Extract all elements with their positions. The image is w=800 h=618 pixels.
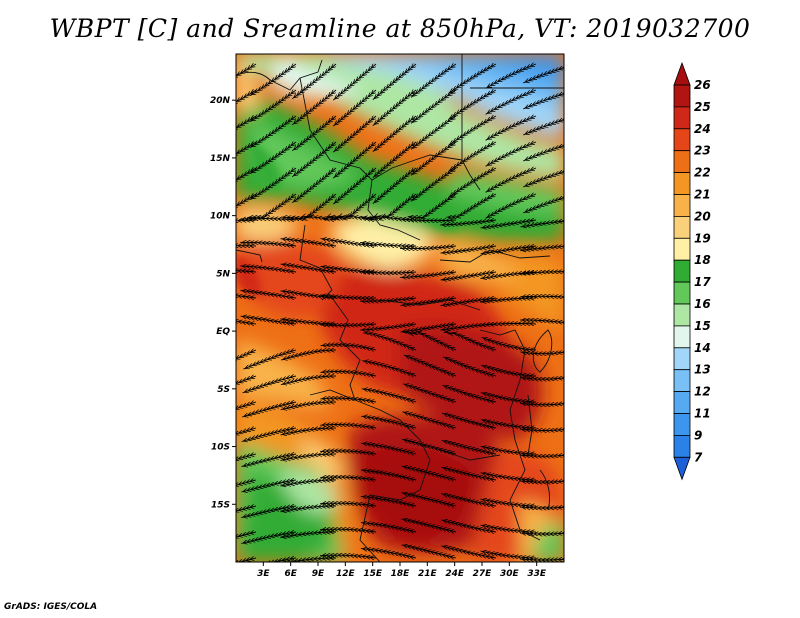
streamline — [520, 220, 564, 227]
colorbar-swatch — [673, 128, 691, 152]
streamline — [202, 558, 257, 562]
colorbar-swatch — [673, 150, 691, 173]
streamline — [523, 194, 564, 214]
lat-tick-label: 5S — [217, 385, 230, 395]
lat-tick-label: 15N — [210, 154, 231, 164]
streamline — [523, 142, 564, 162]
colorbar-label: 14 — [694, 341, 711, 355]
grads-credit: GrADS: IGES/COLA — [4, 602, 98, 612]
lat-tick-label: 15S — [211, 500, 230, 510]
streamline — [520, 296, 564, 298]
lat-tick-label: 10N — [210, 212, 231, 222]
streamline — [520, 454, 564, 456]
streamline — [236, 194, 257, 218]
country-borders — [236, 54, 564, 562]
colorbar-swatch — [673, 237, 691, 261]
streamline — [520, 532, 564, 534]
colorbar-label: 25 — [694, 100, 711, 114]
lat-tick-label: 10S — [211, 443, 230, 453]
colorbar-swatch — [673, 172, 691, 195]
colorbar-label: 21 — [694, 188, 711, 202]
colorbar-top-arrow — [673, 61, 691, 86]
lon-tick-label: 33E — [527, 569, 547, 579]
streamline — [523, 168, 564, 188]
colorbar-label: 17 — [694, 275, 711, 289]
colorbar-label: 24 — [694, 122, 711, 136]
colorbar-swatch — [673, 281, 691, 305]
lon-tick-label: 3E — [257, 569, 270, 579]
streamline — [520, 480, 564, 482]
streamline — [520, 246, 564, 251]
colorbar-swatch — [673, 325, 691, 349]
lon-tick-label: 6E — [284, 569, 297, 579]
latitude-axis: 20N 15N 10N 5N EQ 5S 10S 15S — [210, 96, 236, 510]
colorbar-swatch — [673, 369, 691, 393]
colorbar-label: 12 — [694, 385, 711, 399]
wbpt-shaded-field — [236, 54, 564, 562]
colorbar-label: 13 — [694, 363, 711, 377]
colorbar-swatch — [673, 347, 691, 371]
streamline — [523, 64, 564, 84]
lon-tick-label: 18E — [391, 569, 411, 579]
colorbar-swatch — [673, 303, 691, 327]
lon-tick-label: 21E — [418, 569, 438, 579]
streamline — [236, 116, 257, 143]
streamline — [520, 320, 564, 324]
colorbar-label: 7 — [694, 450, 703, 464]
colorbar-swatch — [673, 194, 691, 217]
colorbar-swatch — [673, 84, 691, 108]
colorbar-label: 16 — [694, 297, 711, 311]
streamline — [520, 376, 564, 379]
longitude-axis: 3E 6E 9E 12E 15E 18E 21E 24E 27E 30E 33E — [257, 562, 547, 579]
lon-tick-label: 24E — [445, 569, 465, 579]
streamline — [520, 350, 564, 354]
lon-tick-label: 9E — [312, 569, 325, 579]
streamline — [520, 428, 564, 431]
streamline — [520, 402, 564, 405]
lon-tick-label: 15E — [363, 569, 383, 579]
colorbar-label: 18 — [694, 253, 711, 267]
colorbar-label: 15 — [694, 319, 711, 333]
streamline — [236, 90, 257, 117]
lon-tick-label: 27E — [473, 569, 493, 579]
streamline — [236, 64, 257, 91]
streamline — [236, 142, 257, 169]
colorbar-swatch — [673, 106, 691, 130]
streamline — [523, 116, 564, 136]
colorbar-swatch — [673, 259, 691, 283]
colorbar: 7 9 11 12 13 14 15 16 17 18 19 20 21 22 23 24 25 26 — [673, 61, 711, 481]
lat-tick-label: 5N — [216, 269, 230, 279]
colorbar-swatch — [673, 434, 691, 458]
colorbar-label: 19 — [694, 231, 711, 245]
streamline — [520, 558, 564, 560]
colorbar-swatch — [673, 413, 691, 436]
lat-tick-label: EQ — [216, 327, 230, 337]
colorbar-swatch — [673, 215, 691, 239]
colorbar-label: 23 — [694, 144, 711, 158]
streamline — [520, 272, 564, 274]
lat-tick-label: 20N — [210, 96, 231, 106]
streamlines-layer — [202, 64, 564, 562]
colorbar-label: 9 — [694, 428, 702, 442]
streamline — [523, 90, 564, 110]
colorbar-swatch — [673, 391, 691, 414]
lon-tick-label: 30E — [500, 569, 520, 579]
colorbar-label: 20 — [694, 209, 711, 223]
colorbar-label: 26 — [694, 78, 711, 92]
colorbar-label: 11 — [694, 407, 711, 421]
colorbar-bottom-arrow — [673, 456, 691, 481]
map-title: WBPT [C] and Sreamline at 850hPa, VT: 20… — [49, 14, 751, 43]
colorbar-label: 22 — [694, 166, 711, 180]
lon-tick-label: 12E — [336, 569, 356, 579]
streamline — [236, 168, 257, 195]
